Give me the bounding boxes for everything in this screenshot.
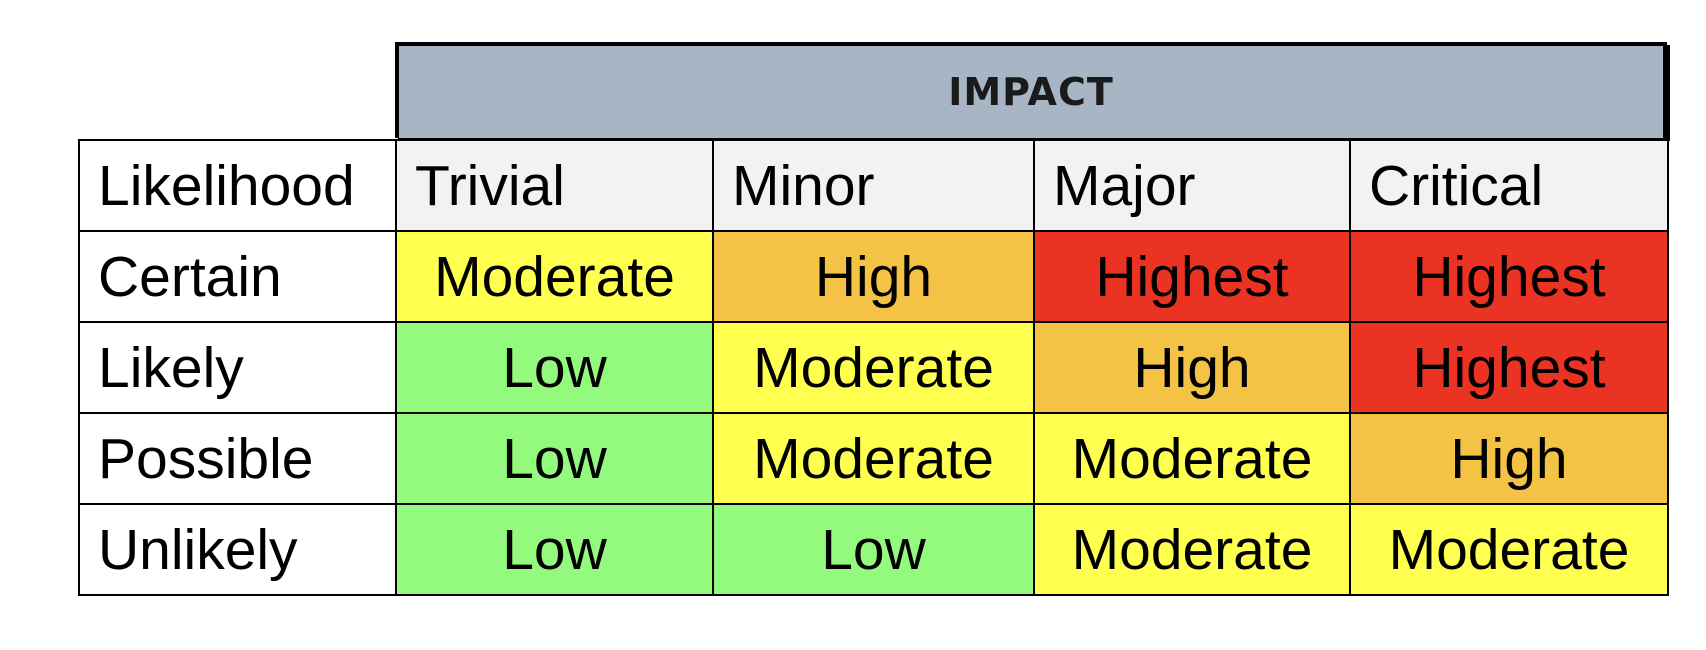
rating-cell: Highest — [1035, 232, 1351, 323]
likelihood-possible: Possible — [80, 414, 397, 505]
impact-level-trivial: Trivial — [397, 141, 714, 232]
rating-cell: Moderate — [714, 414, 1035, 505]
rating-cell: High — [1351, 414, 1669, 505]
impact-level-minor: Minor — [714, 141, 1035, 232]
likelihood-likely: Likely — [80, 323, 397, 414]
rating-cell: Moderate — [714, 323, 1035, 414]
likelihood-unlikely: Unlikely — [80, 505, 397, 596]
rating-cell: Low — [714, 505, 1035, 596]
rating-cell: High — [1035, 323, 1351, 414]
rating-cell: Moderate — [1035, 414, 1351, 505]
risk-matrix: Likelihood Trivial Minor Major Critical … — [78, 139, 1669, 596]
likelihood-header: Likelihood — [80, 141, 397, 232]
rating-cell: Moderate — [397, 232, 714, 323]
impact-level-critical: Critical — [1351, 141, 1669, 232]
rating-cell: Highest — [1351, 323, 1669, 414]
rating-cell: High — [714, 232, 1035, 323]
rating-cell: Low — [397, 505, 714, 596]
impact-header: IMPACT — [395, 42, 1667, 138]
impact-level-major: Major — [1035, 141, 1351, 232]
rating-cell: Moderate — [1351, 505, 1669, 596]
impact-title: IMPACT — [948, 70, 1114, 114]
rating-cell: Low — [397, 414, 714, 505]
rating-cell: Low — [397, 323, 714, 414]
likelihood-certain: Certain — [80, 232, 397, 323]
rating-cell: Moderate — [1035, 505, 1351, 596]
rating-cell: Highest — [1351, 232, 1669, 323]
